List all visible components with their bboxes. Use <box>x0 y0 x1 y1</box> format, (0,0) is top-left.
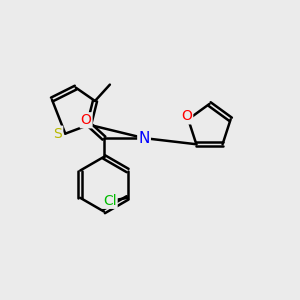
Text: N: N <box>138 130 150 146</box>
Text: O: O <box>181 110 192 123</box>
Text: Cl: Cl <box>103 194 117 208</box>
Text: O: O <box>81 113 92 127</box>
Text: S: S <box>53 127 62 141</box>
